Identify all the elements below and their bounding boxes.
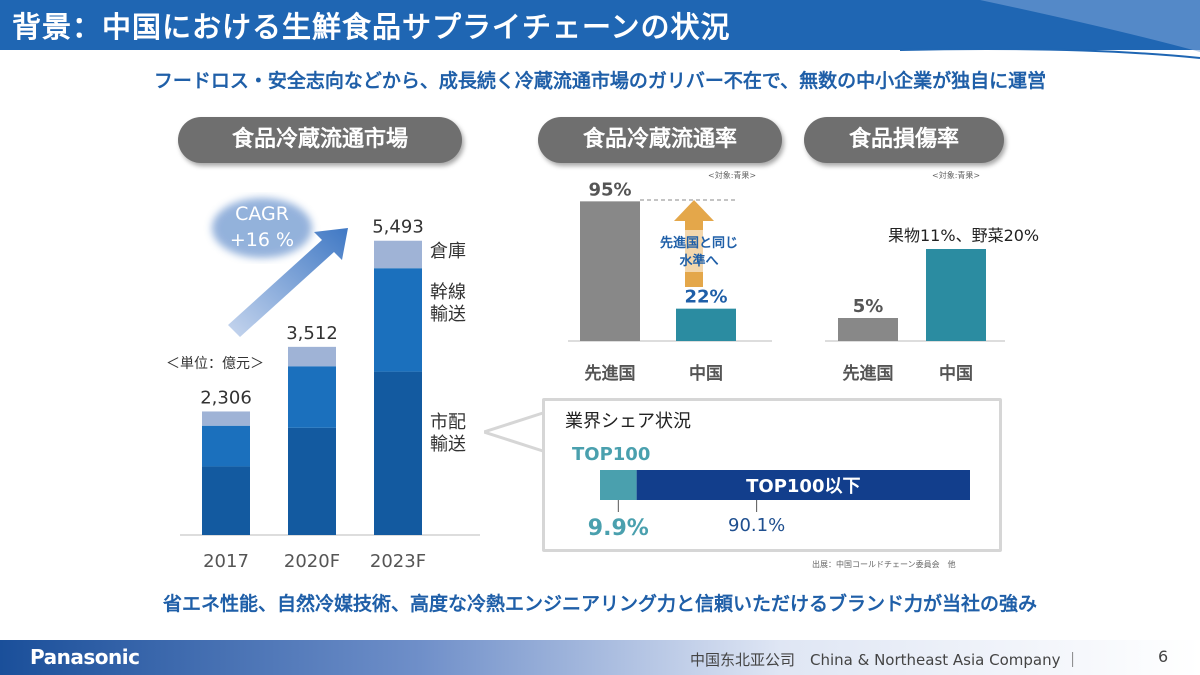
footer-bar [0,640,1200,675]
market-bar-2020F-倉庫 [288,346,336,367]
market-bars: 2,306 2017 3,512 2020F 5,493 2023F [200,217,426,572]
rate-annotation-bg [644,230,754,272]
rate-category-label: 中国 [689,363,723,384]
market-bar-2017-幹線輸送 [202,425,250,467]
market-bar-2017-倉庫 [202,411,250,426]
share-chart: TOP100 TOP100以下 9.9% 90.1% [572,444,970,541]
segment-label-city: 市配 輸送 [430,412,466,455]
damage-note: <対象:青果> [932,171,981,180]
segment-label-trunk: 幹線 輸送 [430,282,466,325]
market-total-label: 3,512 [286,323,338,344]
rate-category-label: 先進国 [585,363,636,384]
rate-bar-0 [580,201,640,341]
market-category-label: 2017 [203,551,249,572]
rate-chart: 95% 先進国 22% 中国 先進国と同じ 水準へ [568,179,772,384]
damage-annotation: 果物11%、野菜20% [888,226,1040,245]
share-series-label-others: TOP100以下 [746,476,860,497]
header-bar [0,0,1200,50]
section-pill-rate: 食品冷蔵流通率 [538,117,782,163]
rate-annotation-line1: 先進国と同じ [660,235,738,251]
rate-bar-1 [676,308,736,341]
rate-value-label: 22% [684,287,727,308]
damage-bar-0 [838,318,898,341]
damage-category-label: 中国 [939,363,973,384]
market-bar-2023F-倉庫 [374,240,422,269]
market-total-label: 2,306 [200,387,252,408]
section-pill-damage: 食品損傷率 [804,117,1004,163]
share-value-top100: 9.9% [588,516,649,541]
market-total-label: 5,493 [372,217,424,238]
cagr-label-line1: CAGR [235,203,289,225]
company-name: 中国东北亚公司 China & Northeast Asia Company ｜ [690,651,1081,669]
header-swoosh [0,0,1200,60]
subtitle: フードロス・安全志向などから、成長続く冷蔵流通市場のガリバー不在で、無数の中小企… [153,70,1047,92]
damage-category-label: 先進国 [843,363,894,384]
market-category-label: 2020F [284,551,340,572]
section-pill-market: 食品冷蔵流通市場 [178,117,462,163]
rate-note: <対象:青果> [708,171,757,180]
bottom-message: 省エネ性能、自然冷媒技術、高度な冷熱エンジニアリング力と信頼いただけるブランド力… [162,593,1037,615]
page-number: 6 [1158,647,1169,666]
share-title: 業界シェア状況 [565,411,691,432]
market-bar-2020F-市配輸送 [288,427,336,535]
rate-annotation-line2: 水準へ [679,253,718,269]
share-bar-top100 [600,470,637,500]
market-bar-2017-市配輸送 [202,466,250,535]
share-series-label-top100: TOP100 [572,444,650,465]
segment-label-warehouse: 倉庫 [430,241,466,262]
share-bars: TOP100 TOP100以下 9.9% 90.1% [572,444,970,541]
market-bar-2023F-市配輸送 [374,371,422,535]
share-box: 業界シェア状況 TOP100 TOP100以下 9.9% 90.1% [542,398,1002,552]
cagr-arrow [228,228,348,337]
source-note: 出展：中国コールドチェーン委員会 他 [812,560,956,569]
rate-value-label: 95% [588,179,631,200]
damage-chart: 5% 先進国 中国 [825,249,1005,384]
market-chart: 2,306 2017 3,512 2020F 5,493 2023F CAGR +16 % [180,198,480,572]
cagr-glow [212,198,312,258]
cagr-label-line2: +16 % [230,229,294,251]
market-unit-label: ＜単位：億元＞ [166,356,264,372]
panasonic-logo: Panasonic [30,645,140,669]
damage-bars: 5% 先進国 中国 [838,249,986,384]
damage-bar-1 [926,249,986,341]
damage-value-label: 5% [853,296,884,317]
share-value-others: 90.1% [728,515,785,536]
market-category-label: 2023F [370,551,426,572]
page-title: 背景：中国における生鮮食品サプライチェーンの状況 [12,10,731,44]
rate-bars: 95% 先進国 22% 中国 [580,179,736,384]
market-bar-2023F-幹線輸送 [374,268,422,372]
share-bar-others [636,470,970,500]
market-bar-2020F-幹線輸送 [288,366,336,428]
